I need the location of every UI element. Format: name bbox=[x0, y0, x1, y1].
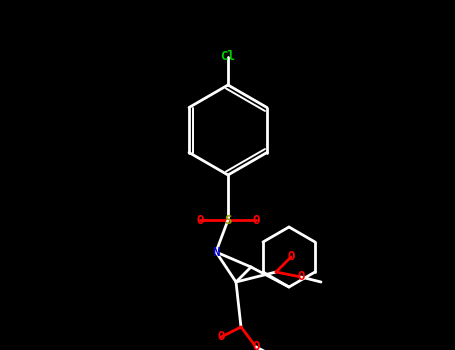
Text: O: O bbox=[217, 330, 225, 343]
Text: N: N bbox=[212, 245, 220, 259]
Text: O: O bbox=[252, 214, 260, 226]
Text: O: O bbox=[297, 271, 305, 284]
Text: O: O bbox=[287, 251, 295, 264]
Text: O: O bbox=[196, 214, 204, 226]
Text: O: O bbox=[252, 341, 260, 350]
Text: S: S bbox=[224, 214, 232, 226]
Text: Cl: Cl bbox=[221, 50, 236, 63]
